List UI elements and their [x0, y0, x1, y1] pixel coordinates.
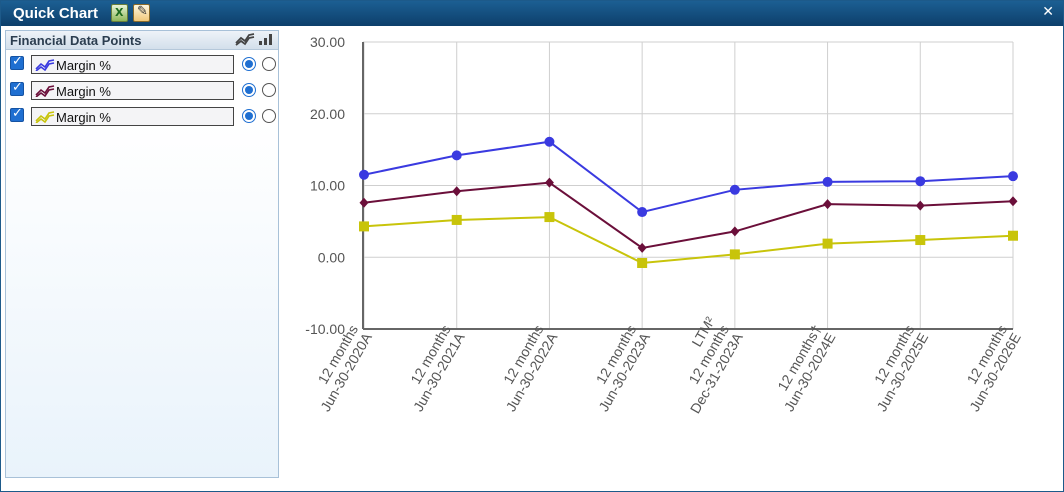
series-row: Margin % [10, 106, 278, 127]
data-point-circle [637, 207, 648, 218]
data-point-square [359, 221, 369, 232]
line-swatch-icon [35, 85, 55, 97]
right-axis-radio[interactable] [262, 109, 276, 123]
edit-chart-icon[interactable] [133, 4, 150, 22]
line-chart-mode-icon[interactable] [235, 32, 255, 46]
left-axis-radio[interactable] [242, 83, 256, 97]
series-line [363, 181, 1014, 249]
data-point-diamond [544, 177, 554, 188]
right-axis-radio[interactable] [262, 57, 276, 71]
y-tick-label: 10.00 [310, 178, 345, 194]
x-tick-label: 12 months†Jun-30-2024E [767, 322, 839, 414]
data-point-circle [1008, 171, 1018, 182]
series-selector[interactable]: Margin % [31, 107, 234, 126]
x-tick-label: 12 monthsJun-30-2026E [952, 322, 1024, 414]
bar-chart-mode-icon[interactable] [258, 33, 274, 45]
title-bar: Quick Chart ✕ [1, 1, 1063, 26]
panel-title: Financial Data Points [10, 33, 142, 48]
left-axis-radio[interactable] [242, 109, 256, 123]
x-tick-label: 12 monthsJun-30-2025E [860, 322, 932, 414]
series-label: Margin % [56, 110, 111, 125]
data-point-circle [544, 136, 555, 147]
financial-data-points-panel: Financial Data Points Margin % [5, 30, 279, 478]
line-swatch-icon [35, 59, 55, 71]
data-point-diamond [452, 186, 462, 197]
data-point-diamond [1008, 196, 1018, 207]
line-swatch-icon [35, 111, 55, 123]
data-point-circle [451, 150, 462, 161]
series-row: Margin % [10, 54, 278, 75]
data-point-diamond [730, 226, 740, 237]
excel-export-icon[interactable] [111, 4, 128, 22]
data-point-square [729, 249, 740, 260]
series-line [363, 140, 1014, 214]
data-point-diamond [915, 200, 925, 211]
x-tick-label: 12 monthsJun-30-2022A [489, 321, 561, 414]
data-point-diamond [359, 197, 369, 208]
data-point-square [1008, 230, 1018, 241]
y-tick-label: -10.00 [305, 321, 345, 337]
panel-header: Financial Data Points [6, 31, 278, 50]
data-point-circle [915, 176, 926, 187]
series-label: Margin % [56, 84, 111, 99]
series-selector[interactable]: Margin % [31, 55, 234, 74]
series-selector[interactable]: Margin % [31, 81, 234, 100]
data-point-square [451, 214, 462, 225]
series-checkbox[interactable] [10, 80, 24, 96]
left-axis-radio[interactable] [242, 57, 256, 71]
data-point-diamond [823, 199, 833, 210]
y-tick-label: 20.00 [310, 106, 345, 122]
margin-line-chart: 30.00 20.00 10.00 0.00 -10.00 12 monthsJun-30… [305, 34, 1024, 416]
data-point-square [637, 257, 648, 268]
x-tick-label: 12 monthsJun-30-2023A [581, 321, 653, 414]
series-checkbox[interactable] [10, 106, 24, 122]
data-point-square [544, 212, 555, 223]
y-tick-label: 30.00 [310, 34, 345, 50]
series-line [363, 216, 1014, 265]
right-axis-radio[interactable] [262, 83, 276, 97]
data-point-circle [359, 169, 369, 180]
close-icon[interactable]: ✕ [1042, 4, 1054, 20]
series-row: Margin % [10, 80, 278, 101]
x-tick-label: 12 monthsJun-30-2021A [396, 321, 468, 414]
data-point-circle [729, 184, 740, 195]
window-title: Quick Chart [13, 5, 99, 22]
data-point-square [822, 238, 833, 249]
y-tick-label: 0.00 [318, 249, 345, 265]
data-point-square [915, 235, 926, 246]
data-point-circle [822, 176, 833, 187]
series-checkbox[interactable] [10, 54, 24, 70]
data-point-diamond [637, 242, 647, 253]
series-label: Margin % [56, 58, 111, 73]
